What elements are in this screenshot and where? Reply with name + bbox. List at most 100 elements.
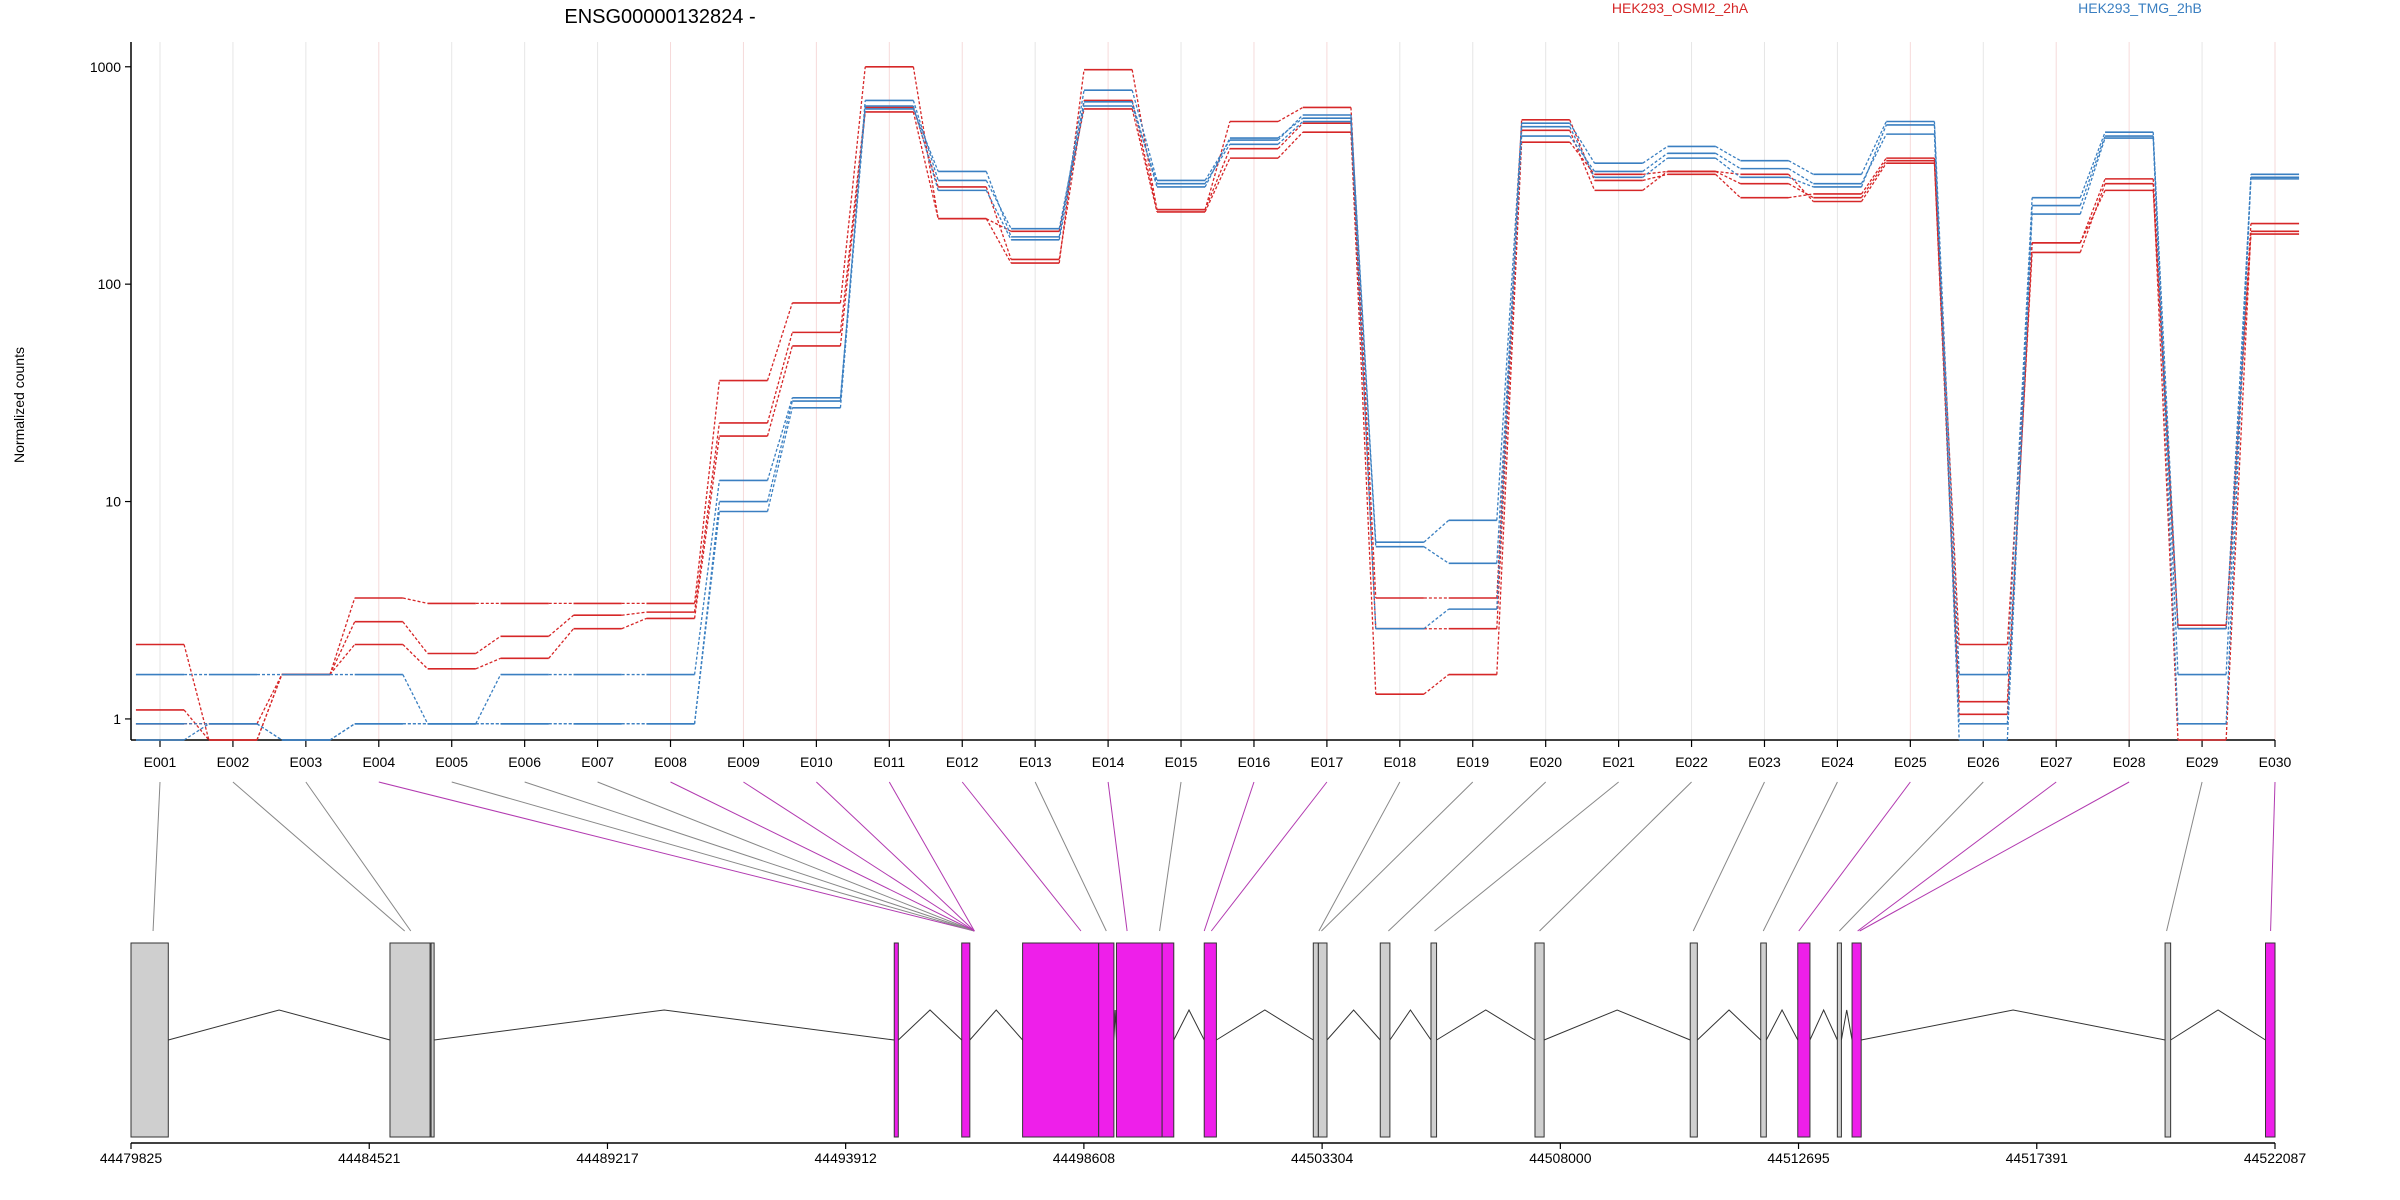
- series-2-transition: [985, 186, 1012, 260]
- x-tick-label-E021: E021: [1602, 754, 1635, 770]
- series-line-3: [135, 108, 2300, 725]
- series-6-transition: [2006, 214, 2033, 741]
- connector-E020: [1388, 781, 1547, 932]
- series-6-transition: [766, 407, 793, 512]
- exon-box-pink: [1203, 942, 1217, 1138]
- intron-line: [1216, 1009, 1314, 1041]
- series-3-transition: [475, 657, 501, 670]
- connector-E003: [305, 781, 412, 932]
- series-4-transition: [1423, 519, 1450, 543]
- legend-group-a: HEK293_OSMI2_2hA: [1612, 0, 1749, 16]
- series-6-transition: [1277, 121, 1304, 145]
- y-tick-label: 1: [113, 711, 121, 727]
- series-6-transition: [1642, 157, 1668, 178]
- series-6-transition: [1860, 124, 1887, 188]
- series-4-transition: [1715, 145, 1741, 162]
- exon-box-grey: [1430, 942, 1438, 1138]
- exon-box-grey: [1317, 942, 1328, 1138]
- exon-connectors: [152, 781, 2276, 932]
- x-tick-label-E004: E004: [362, 754, 395, 770]
- exon-box-pink: [1161, 942, 1175, 1138]
- series-3-transition: [693, 436, 721, 619]
- y-tick-label: 1000: [90, 59, 121, 75]
- x-tick-label-E020: E020: [1529, 754, 1562, 770]
- series-4-transition: [475, 674, 502, 725]
- x-tick-label-E025: E025: [1894, 754, 1927, 770]
- series-4-transition: [1204, 139, 1231, 181]
- series-6-transition: [2152, 138, 2179, 724]
- series-1-transition: [985, 218, 1012, 264]
- exon-box-grey: [430, 942, 435, 1138]
- connector-E013: [1034, 781, 1107, 932]
- intron-line: [1765, 1008, 1799, 1041]
- series-4-transition: [693, 480, 721, 675]
- series-5-transition: [766, 400, 793, 502]
- connector-E015: [1159, 781, 1182, 932]
- intron-line: [897, 1009, 963, 1041]
- series-1-transition: [1860, 157, 1887, 195]
- intron-line: [1173, 1008, 1205, 1041]
- x-tick-label-E009: E009: [727, 754, 760, 770]
- x-tick-label-E003: E003: [290, 754, 323, 770]
- series-5-transition: [1642, 152, 1668, 172]
- genomic-tick-label: 44522087: [2244, 1150, 2307, 1166]
- series-5-transition: [1204, 137, 1231, 188]
- intron-line: [1436, 1009, 1536, 1041]
- exon-box-pink: [1851, 942, 1862, 1138]
- series-5-transition: [1277, 117, 1304, 139]
- connector-E007: [597, 781, 975, 932]
- series-3-transition: [256, 674, 283, 725]
- series-2-transition: [329, 621, 356, 675]
- axes: 1 10 100 1000 E001 E002 E003 E004 E005 E006 E007 E0…: [90, 42, 2292, 770]
- connector-E012: [961, 781, 1082, 932]
- connector-E016: [1203, 781, 1255, 932]
- series-1-transition: [1204, 121, 1231, 210]
- series-1-transition: [1277, 106, 1304, 123]
- exon-box-pink: [1022, 942, 1100, 1138]
- series-6-transition: [1058, 105, 1085, 240]
- x-tick-label-E006: E006: [508, 754, 541, 770]
- x-tick-label-E013: E013: [1019, 754, 1052, 770]
- connector-E011: [888, 781, 975, 932]
- connector-E023: [1692, 781, 1765, 932]
- series-6-transition: [1496, 126, 1523, 610]
- series-6-transition: [2079, 137, 2106, 215]
- intron-line: [168, 1009, 391, 1041]
- series-2-transition: [2225, 231, 2252, 741]
- intron-line: [1543, 1009, 1691, 1041]
- connector-E021: [1434, 781, 1619, 932]
- series-6-transition: [693, 511, 721, 724]
- series-2-transition: [1496, 130, 1523, 629]
- connector-E029: [2166, 781, 2203, 932]
- series-2-transition: [475, 635, 501, 655]
- series-5-transition: [1423, 546, 1450, 564]
- series-1-transition: [839, 66, 866, 303]
- series-2-transition: [1277, 122, 1304, 150]
- x-tick-label-E028: E028: [2113, 754, 2146, 770]
- series-line-1: [135, 65, 2300, 741]
- connector-E027: [1857, 781, 2057, 932]
- series-2-transition: [1131, 100, 1158, 210]
- genomic-tick-label: 44489217: [576, 1150, 639, 1166]
- series-3-transition: [621, 617, 647, 630]
- series-6-transition: [1131, 105, 1158, 184]
- connector-E009: [743, 781, 975, 932]
- series-1-transition: [1642, 173, 1668, 182]
- series-line-6: [135, 105, 2300, 741]
- series-4-transition: [766, 397, 793, 481]
- intron-line: [1389, 1009, 1432, 1041]
- exon-box-pink: [1797, 942, 1811, 1138]
- connector-E001: [152, 781, 161, 932]
- x-tick-label-E010: E010: [800, 754, 833, 770]
- connector-E010: [816, 781, 975, 932]
- series-6-transition: [1204, 143, 1231, 184]
- series-2-transition: [183, 709, 210, 741]
- x-tick-label-E007: E007: [581, 754, 614, 770]
- x-tick-label-E022: E022: [1675, 754, 1708, 770]
- x-tick-label-E029: E029: [2186, 754, 2219, 770]
- series-6-transition: [1933, 124, 1960, 741]
- series-3-transition: [548, 628, 575, 659]
- series-4-transition: [1131, 90, 1158, 181]
- series-4-transition: [1496, 123, 1523, 521]
